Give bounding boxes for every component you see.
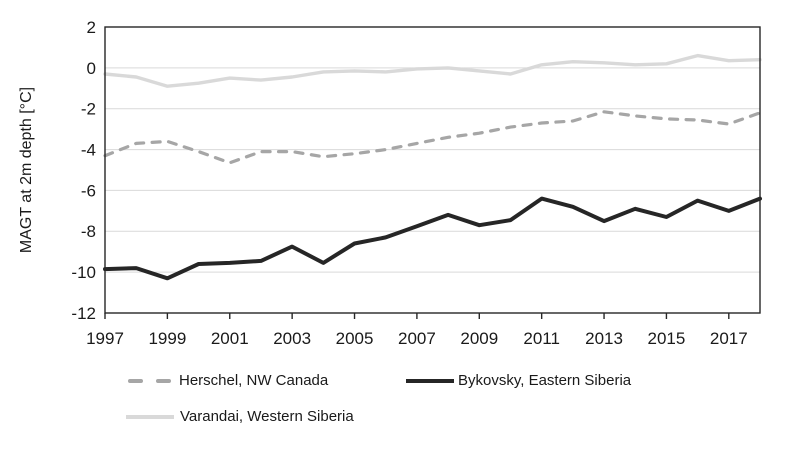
- legend-label: Varandai, Western Siberia: [180, 408, 354, 425]
- x-tick-label: 2011: [523, 329, 560, 348]
- legend-item-varandai: Varandai, Western Siberia: [125, 407, 354, 427]
- y-tick-label: -4: [81, 141, 96, 160]
- x-tick-label: 2013: [585, 329, 623, 348]
- series-lines: [103, 53, 762, 281]
- y-tick-label: -2: [81, 100, 96, 119]
- x-tick-label: 2001: [211, 329, 249, 348]
- x-axis-ticks: [104, 313, 730, 319]
- series-line-2: [103, 53, 762, 88]
- gridlines: [105, 67, 760, 273]
- y-tick-label: -12: [71, 304, 96, 323]
- x-tick-label: 2017: [710, 329, 748, 348]
- x-tick-label: 2015: [648, 329, 686, 348]
- x-tick-label: 1997: [86, 329, 124, 348]
- x-tick-label: 2009: [460, 329, 498, 348]
- axis-tick-labels: -12 -10 -8 -6 -4 -2 0 2 1997 1999 2001 2003 2005 2007…: [71, 18, 747, 348]
- solid-line-sample-icon: [406, 379, 454, 383]
- line-chart: -12 -10 -8 -6 -4 -2 0 2 1997 1999 2001 2003 2005 2007…: [18, 18, 762, 348]
- y-tick-label: 2: [87, 18, 96, 37]
- y-tick-label: -10: [71, 263, 96, 282]
- y-tick-label: -6: [81, 181, 96, 200]
- legend-label: Herschel, NW Canada: [179, 372, 329, 389]
- series-line-0: [103, 110, 762, 165]
- y-tick-label: -8: [81, 222, 96, 241]
- y-tick-label: 0: [87, 59, 96, 78]
- dashed-line-sample-icon: [128, 379, 172, 383]
- series-line-1: [103, 196, 762, 281]
- plot-border: [104, 26, 761, 314]
- x-tick-label: 1999: [148, 329, 186, 348]
- x-tick-label: 2003: [273, 329, 311, 348]
- y-axis-title: MAGT at 2m depth [°C]: [18, 87, 35, 253]
- legend-label: Bykovsky, Eastern Siberia: [458, 372, 632, 389]
- x-tick-label: 2007: [398, 329, 436, 348]
- light-line-sample-icon: [126, 415, 174, 419]
- legend-item-herschel: Herschel, NW Canada: [127, 371, 328, 391]
- legend-item-bykovsky: Bykovsky, Eastern Siberia: [405, 371, 631, 391]
- x-tick-label: 2005: [336, 329, 374, 348]
